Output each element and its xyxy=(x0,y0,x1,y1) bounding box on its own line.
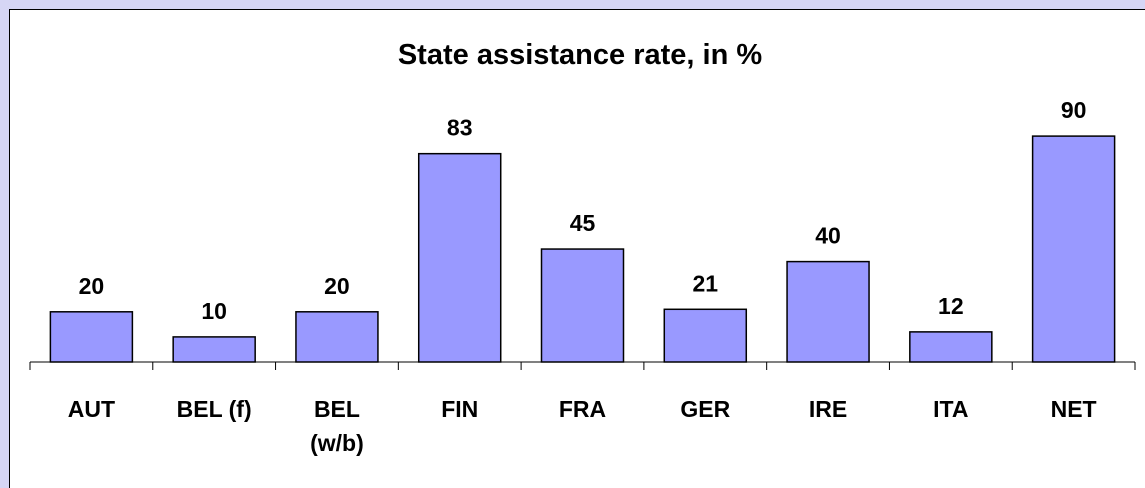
value-label: 20 xyxy=(79,273,105,299)
value-label: 45 xyxy=(570,210,596,236)
value-label: 40 xyxy=(815,223,841,249)
bar xyxy=(49,311,134,363)
value-label: 20 xyxy=(324,273,350,299)
bar xyxy=(172,336,256,363)
value-label: 10 xyxy=(201,298,227,324)
x-tick-label: NET xyxy=(1050,396,1097,422)
bar xyxy=(663,308,748,363)
bar xyxy=(1031,135,1116,363)
x-tick-label: AUT xyxy=(67,396,116,422)
x-tick-label: BEL (w/b) xyxy=(310,396,364,456)
x-tick-label: BEL (f) xyxy=(176,396,252,422)
x-tick-label: IRE xyxy=(808,396,848,422)
value-label: 90 xyxy=(1061,97,1087,123)
x-tick-label: FIN xyxy=(441,396,479,422)
value-label: 83 xyxy=(447,115,473,141)
bar xyxy=(295,311,379,363)
chart-title: State assistance rate, in % xyxy=(398,39,762,71)
value-label: 12 xyxy=(938,293,964,319)
x-tick-label: GER xyxy=(680,396,731,422)
value-label: 21 xyxy=(692,270,718,296)
bar xyxy=(909,331,993,363)
bar xyxy=(417,152,502,363)
bar xyxy=(786,260,870,363)
bar xyxy=(540,248,625,363)
x-tick-label: FRA xyxy=(558,396,607,422)
x-tick-label: ITA xyxy=(933,396,969,422)
